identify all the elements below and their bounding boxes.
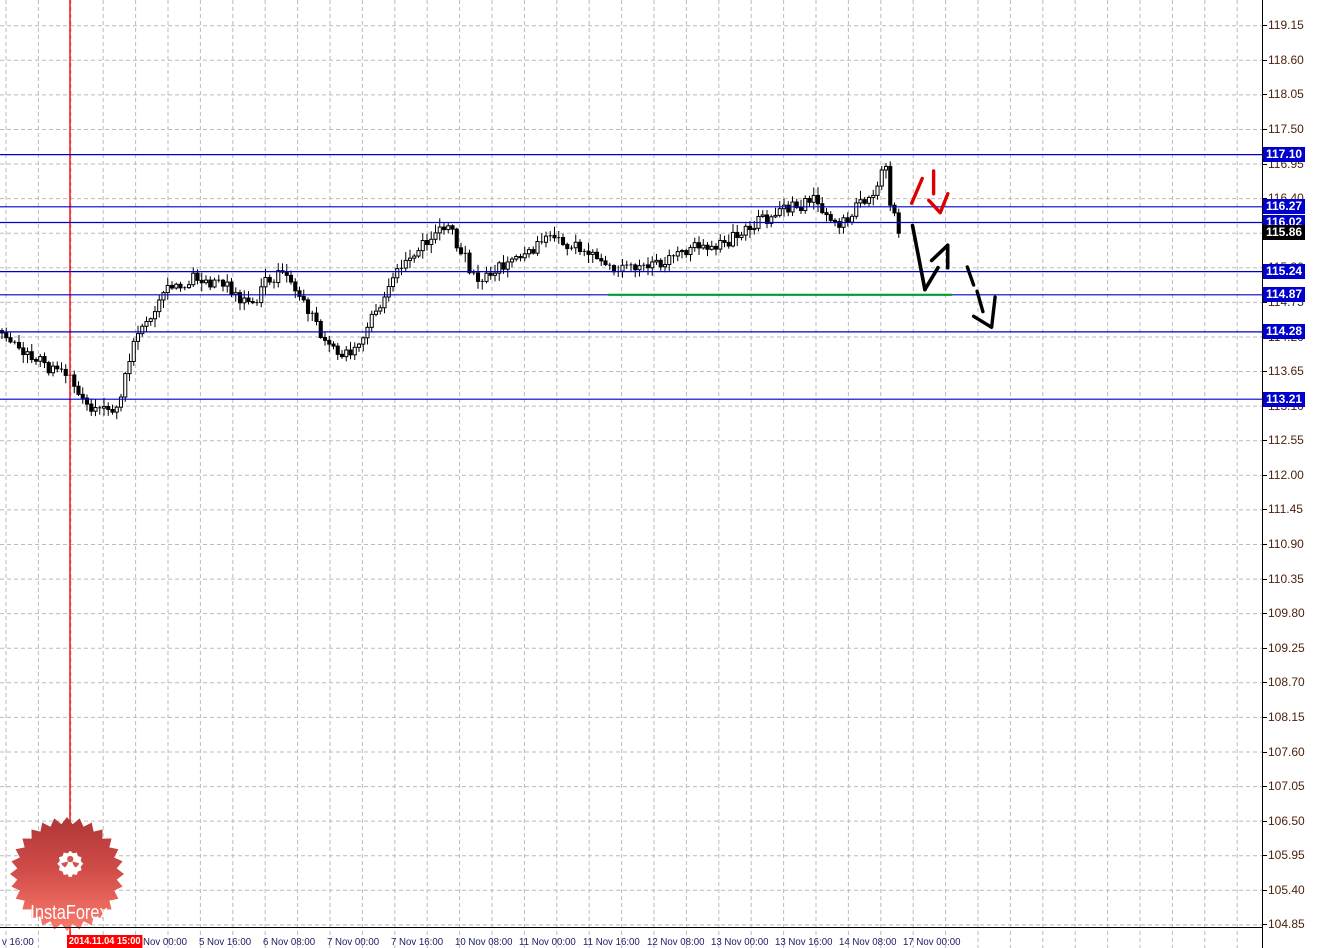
svg-text:InstaForex: InstaForex — [30, 900, 107, 923]
